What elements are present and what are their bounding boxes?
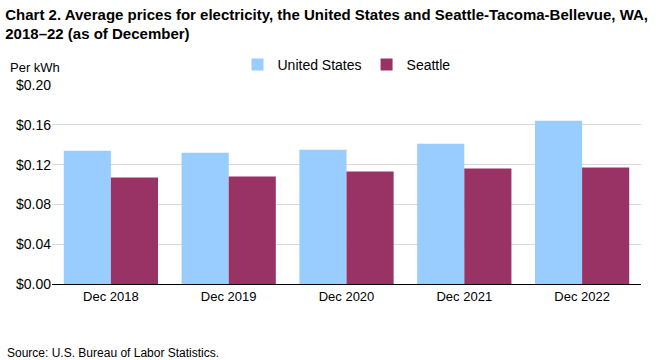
svg-text:Seattle: Seattle [407,57,451,73]
svg-text:Dec 2020: Dec 2020 [319,289,375,304]
svg-text:Chart 2. Average prices for el: Chart 2. Average prices for electricity,… [5,6,648,43]
svg-text:Dec 2018: Dec 2018 [83,289,139,304]
svg-text:$0.20: $0.20 [16,77,51,93]
svg-text:$0.16: $0.16 [16,117,51,133]
svg-text:Dec 2019: Dec 2019 [201,289,257,304]
svg-text:$0.08: $0.08 [16,196,51,212]
svg-text:$0.04: $0.04 [16,236,51,252]
svg-text:Source: U.S. Bureau of Labor S: Source: U.S. Bureau of Labor Statistics. [7,346,219,360]
svg-text:Per kWh: Per kWh [10,60,60,75]
svg-text:Dec 2021: Dec 2021 [436,289,492,304]
svg-text:$0.12: $0.12 [16,157,51,173]
svg-text:$0.00: $0.00 [16,276,51,292]
svg-text:United States: United States [278,57,362,73]
svg-text:Dec 2022: Dec 2022 [554,289,610,304]
